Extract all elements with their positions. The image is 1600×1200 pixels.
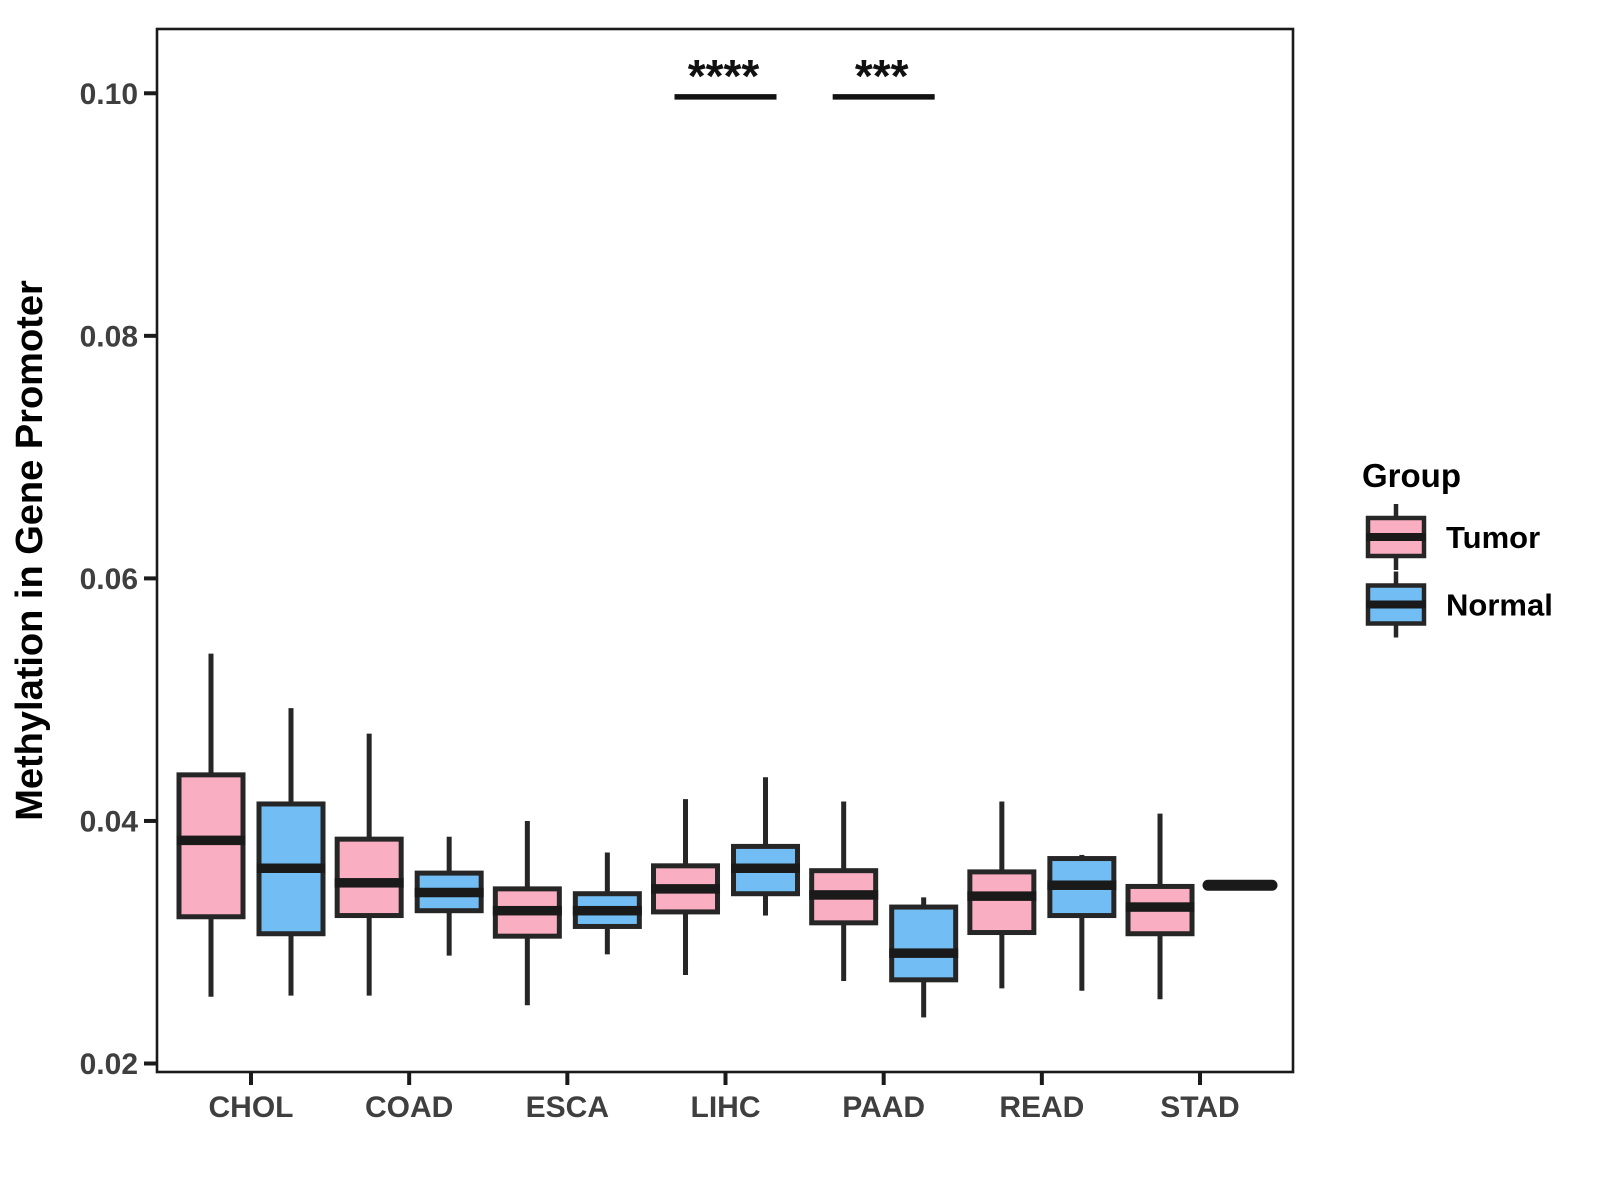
- boxplot-read-normal: [1047, 854, 1117, 991]
- x-tick-label: STAD: [1160, 1091, 1239, 1124]
- x-tick-label: ESCA: [526, 1091, 609, 1124]
- boxplot-esca-tumor: [492, 820, 562, 1006]
- legend-key-median: [1366, 600, 1426, 609]
- boxplot-read-tumor: [967, 801, 1037, 989]
- boxplot-coad-tumor: [334, 733, 404, 996]
- iqr-box: [889, 904, 959, 983]
- y-tick-label: 0.02: [80, 1048, 138, 1081]
- median-line: [889, 948, 959, 958]
- legend-label: Normal: [1446, 588, 1553, 623]
- significance-stars: ****: [688, 50, 760, 102]
- median-line: [967, 891, 1037, 901]
- median-line: [256, 863, 326, 874]
- y-axis-title: Methylation in Gene Promoter: [9, 280, 51, 821]
- median-line: [1125, 902, 1195, 912]
- significance-stars: ***: [855, 50, 909, 102]
- median-line: [572, 905, 642, 916]
- x-tick-label: LIHC: [691, 1091, 761, 1124]
- boxplot-paad-normal: [889, 897, 959, 1018]
- median-line: [176, 835, 246, 846]
- median-line: [809, 890, 879, 900]
- x-tick-label: PAAD: [842, 1091, 925, 1124]
- boxplot-chol-normal: [256, 708, 326, 996]
- boxplot-esca-normal: [572, 852, 642, 955]
- iqr-box: [334, 836, 404, 919]
- legend: Group Tumor Normal: [1362, 457, 1553, 638]
- legend-key-tumor: [1365, 504, 1427, 570]
- x-tick-label: CHOL: [209, 1091, 294, 1124]
- median-line: [414, 887, 484, 898]
- y-tick-label: 0.10: [80, 78, 138, 111]
- x-tick-label: COAD: [365, 1091, 453, 1124]
- x-axis: CHOL COAD ESCA LIHC PAAD READ STAD: [209, 1072, 1240, 1124]
- y-tick-label: 0.08: [80, 320, 138, 353]
- median-line: [334, 878, 404, 888]
- y-axis: 0.02 0.04 0.06 0.08 0.10: [80, 78, 157, 1081]
- boxplot-lihc-tumor: [651, 799, 721, 975]
- legend-key-normal: [1365, 571, 1427, 638]
- panel-border: [155, 27, 1295, 1074]
- legend-title: Group: [1362, 457, 1461, 494]
- iqr-box: [176, 772, 246, 920]
- median-line: [492, 905, 562, 916]
- boxplot-chol-tumor: [176, 653, 246, 997]
- boxplot-paad-tumor: [809, 801, 879, 982]
- boxplot-coad-normal: [414, 836, 484, 956]
- median-line: [651, 884, 721, 894]
- median-line: [1047, 880, 1117, 890]
- boxplot-lihc-normal: [731, 777, 801, 916]
- significance-annotations: **** ***: [674, 50, 935, 102]
- y-tick-label: 0.04: [80, 805, 139, 838]
- legend-label: Tumor: [1446, 520, 1540, 555]
- y-tick-label: 0.06: [80, 563, 138, 596]
- boxplot-stad-tumor: [1125, 813, 1195, 1000]
- iqr-box: [967, 869, 1037, 936]
- legend-key-median: [1366, 533, 1426, 541]
- median-line: [731, 863, 801, 874]
- x-tick-label: READ: [999, 1091, 1084, 1124]
